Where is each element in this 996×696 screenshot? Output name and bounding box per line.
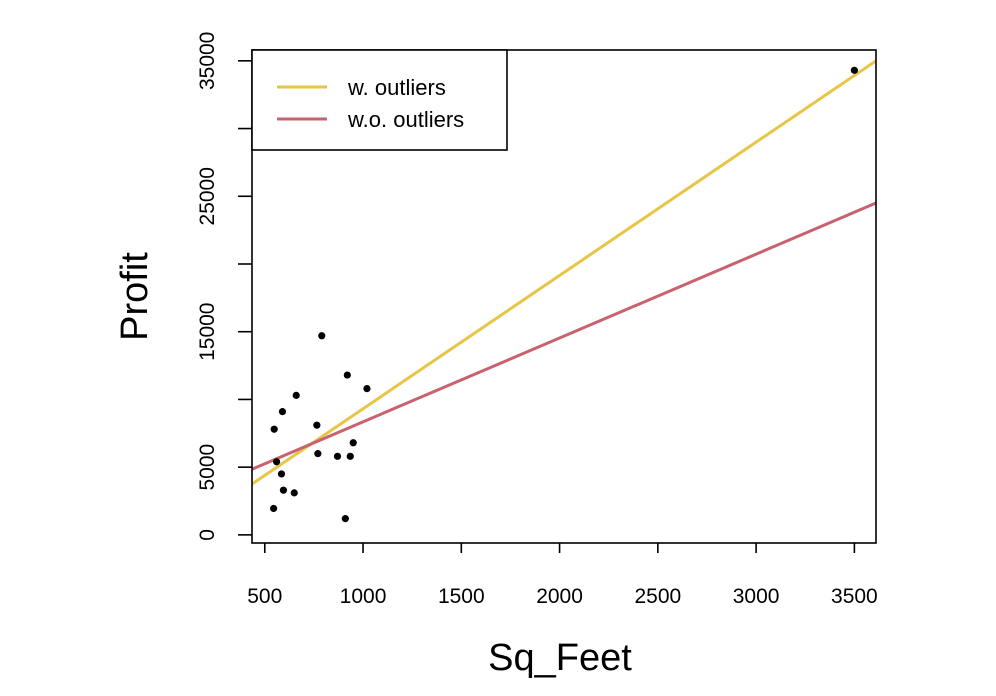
y-tick-label: 15000 [196,303,219,361]
x-axis-title: Sq_Feet [488,637,632,679]
data-point [279,486,288,494]
regression-line-without-outliers [252,201,876,471]
data-point [270,425,278,433]
x-tick-label: 1000 [340,585,387,608]
legend-box [251,49,508,151]
y-tick-label: 25000 [196,167,219,225]
legend-label: w. outliers [347,75,446,100]
y-tick-label: 5000 [196,444,219,491]
x-tick-label: 2000 [536,585,583,608]
data-point [363,384,371,393]
data-point [278,408,287,416]
data-point [343,371,351,379]
data-point [290,489,298,497]
x-tick-label: 2500 [634,585,681,608]
x-tick-label: 3000 [733,585,780,608]
data-point [333,452,342,460]
y-tick-label: 35000 [196,32,219,90]
data-points [270,66,858,523]
data-point [341,515,349,523]
data-point [850,66,858,74]
data-point [314,450,322,458]
legend-label: w.o. outliers [347,107,464,132]
plot-frame [251,49,877,544]
regression-lines [252,59,876,486]
data-point [313,421,321,429]
legend: w. outliers w.o. outliers [251,49,508,151]
data-point [292,391,300,399]
data-point [349,439,357,447]
y-tick-label: 0 [196,529,219,541]
data-point [270,504,278,513]
data-point [272,458,281,466]
data-point [318,332,326,340]
y-axis: 0 5000 15000 25000 35000 [196,32,252,541]
x-tick-label: 500 [247,585,282,608]
regression-line-with-outliers [252,59,876,486]
x-tick-label: 1500 [438,585,485,608]
y-axis-title: Profit [114,252,156,341]
data-point [277,470,286,478]
data-point [346,452,354,460]
x-axis: 500 1000 1500 2000 2500 3000 3500 [247,543,878,608]
x-tick-label: 3500 [831,585,878,608]
